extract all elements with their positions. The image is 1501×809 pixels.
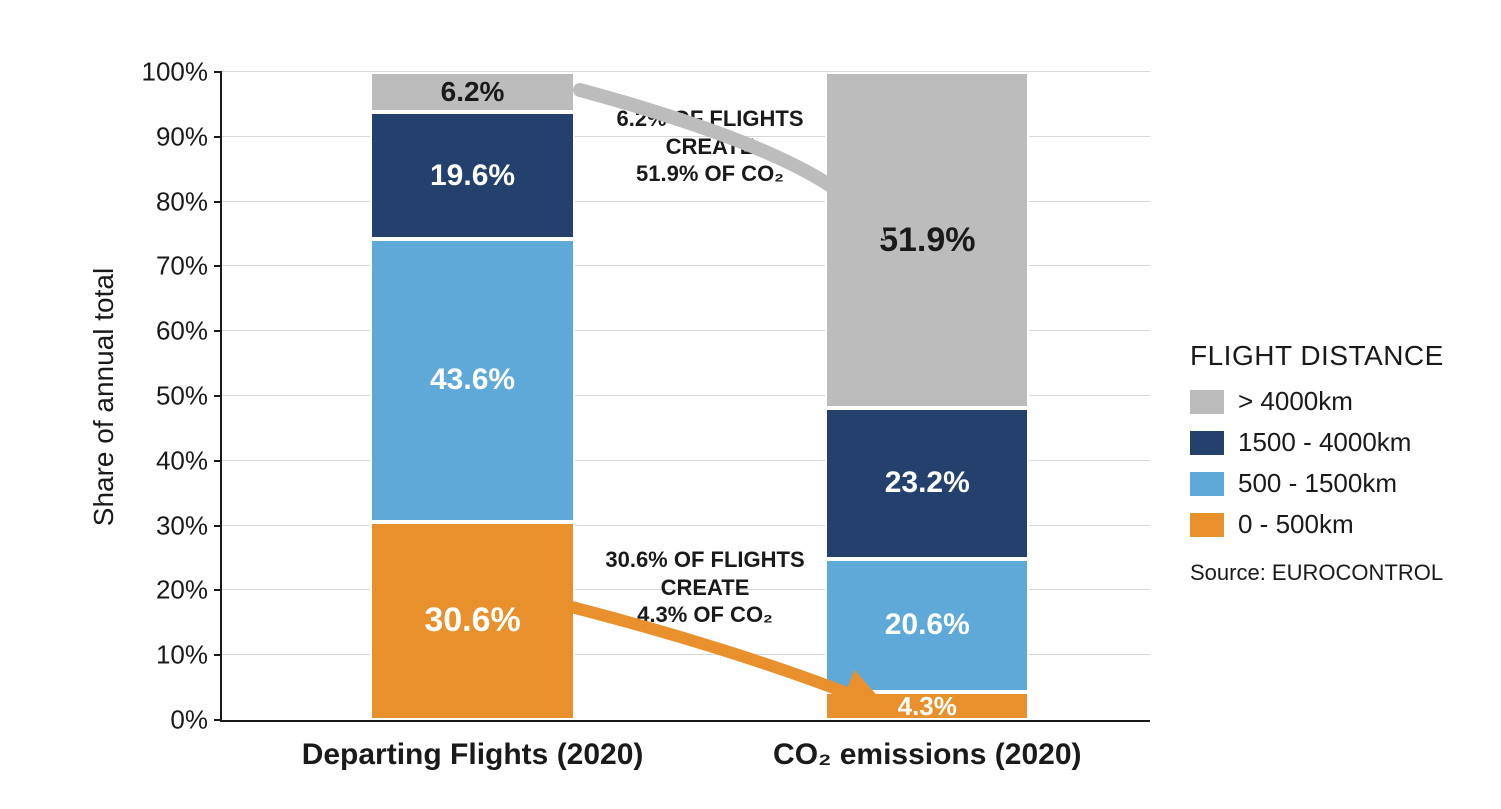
y-tick-label: 80% — [156, 186, 208, 217]
y-tick-label: 70% — [156, 251, 208, 282]
legend-item-label: 0 - 500km — [1238, 509, 1354, 540]
y-tick-label: 30% — [156, 510, 208, 541]
bar-0: 30.6%43.6%19.6%6.2% — [370, 72, 574, 720]
legend-swatch — [1190, 472, 1224, 496]
bar-1: 4.3%20.6%23.2%51.9% — [825, 72, 1029, 720]
data-source-label: Source: EUROCONTROL — [1190, 560, 1444, 586]
y-tick-label: 10% — [156, 640, 208, 671]
x-axis-category-label: Departing Flights (2020) — [302, 738, 644, 772]
legend-swatch — [1190, 513, 1224, 537]
annotation-top-text: 6.2% OF FLIGHTS CREATE 51.9% OF CO₂ — [580, 105, 840, 188]
legend-item-500-1500: 500 - 1500km — [1190, 468, 1444, 499]
y-tick-label: 20% — [156, 575, 208, 606]
segment-0-500: 4.3% — [825, 692, 1029, 720]
legend-item->4000: > 4000km — [1190, 386, 1444, 417]
y-tick-label: 100% — [142, 57, 209, 88]
segment-500-1500: 43.6% — [370, 239, 574, 522]
segment-0-500: 30.6% — [370, 522, 574, 720]
annotation-bottom-text: 30.6% OF FLIGHTS CREATE 4.3% OF CO₂ — [575, 546, 835, 629]
legend-item-label: > 4000km — [1238, 386, 1353, 417]
segment->4000: 6.2% — [370, 72, 574, 112]
legend-title: FLIGHT DISTANCE — [1190, 340, 1444, 372]
segment->4000: 51.9% — [825, 72, 1029, 408]
legend-swatch — [1190, 431, 1224, 455]
legend-item-label: 1500 - 4000km — [1238, 427, 1411, 458]
y-tick-label: 0% — [170, 705, 208, 736]
y-tick-label: 50% — [156, 381, 208, 412]
legend: FLIGHT DISTANCE > 4000km 1500 - 4000km 500… — [1190, 340, 1444, 586]
y-tick-label: 60% — [156, 316, 208, 347]
segment-1500-4000: 23.2% — [825, 408, 1029, 558]
legend-swatch — [1190, 390, 1224, 414]
y-axis-title: Share of annual total — [88, 268, 120, 526]
legend-item-1500-4000: 1500 - 4000km — [1190, 427, 1444, 458]
y-tick-label: 90% — [156, 121, 208, 152]
legend-item-label: 500 - 1500km — [1238, 468, 1397, 499]
x-axis-category-label: CO₂ emissions (2020) — [773, 738, 1081, 772]
segment-1500-4000: 19.6% — [370, 112, 574, 239]
chart-root: Share of annual total 0% 10% 20% 30% 40% 50% 6… — [0, 0, 1501, 809]
segment-500-1500: 20.6% — [825, 559, 1029, 692]
legend-item-0-500: 0 - 500km — [1190, 509, 1444, 540]
y-tick-label: 40% — [156, 445, 208, 476]
